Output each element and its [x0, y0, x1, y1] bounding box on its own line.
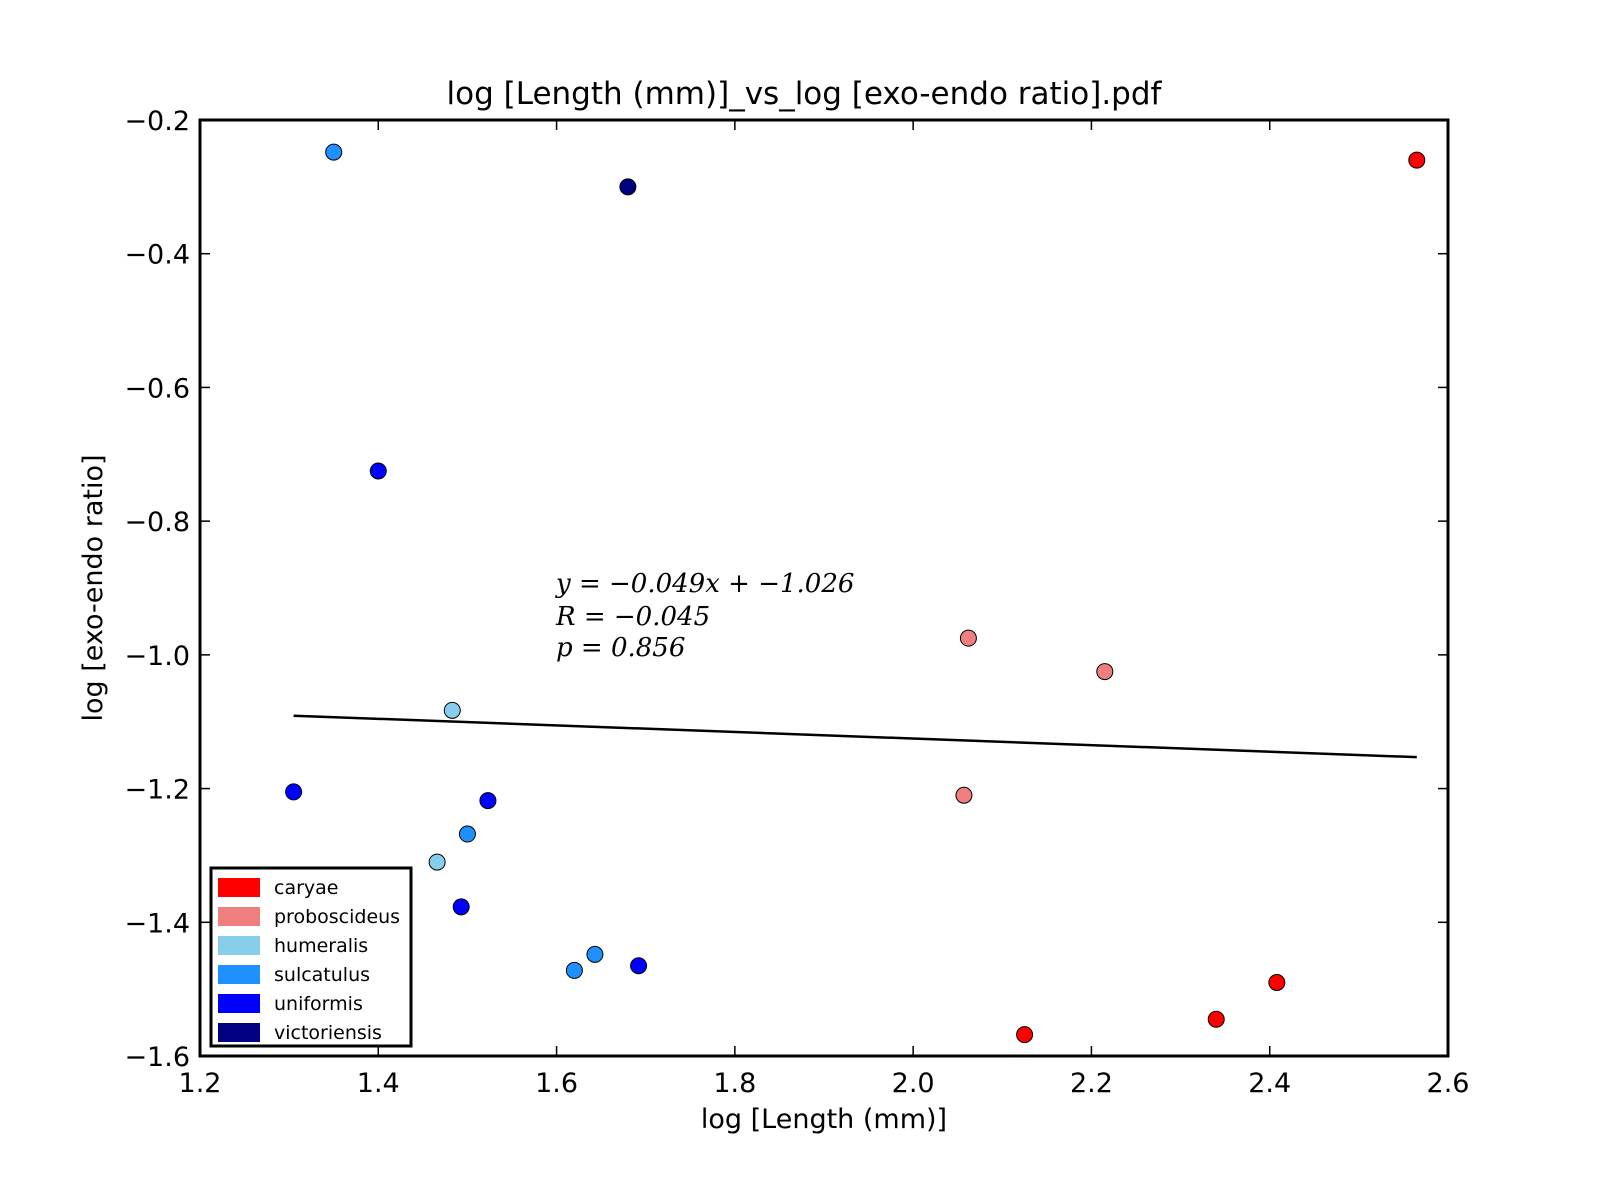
x-axis-label: log [Length (mm)]: [701, 1104, 947, 1135]
y-tick-label: −1.6: [124, 1042, 190, 1073]
x-tick-label: 2.4: [1248, 1068, 1291, 1099]
legend-swatch: [218, 907, 260, 926]
data-point: [955, 786, 973, 804]
data-point: [479, 792, 497, 810]
data-point: [1096, 663, 1114, 681]
legend-label: uniformis: [274, 993, 363, 1015]
legend-swatch: [218, 1023, 260, 1042]
legend: caryae proboscideus humeralis sulcatulus uni…: [209, 866, 413, 1048]
data-point: [369, 462, 387, 480]
y-tick-label: −0.6: [124, 373, 190, 404]
legend-swatch: [218, 994, 260, 1013]
legend-label: victoriensis: [274, 1022, 382, 1044]
y-tick-label: −0.4: [124, 240, 190, 271]
x-tick-label: 2.6: [1427, 1068, 1470, 1099]
y-tick-label: −1.4: [124, 908, 190, 939]
y-tick-label: −0.8: [124, 507, 190, 538]
y-tick-label: −1.2: [124, 775, 190, 806]
x-tick-label: 2.2: [1070, 1068, 1113, 1099]
data-point: [586, 945, 604, 963]
data-point: [565, 961, 583, 979]
regression-r-value: R = −0.045: [555, 602, 710, 632]
data-point: [1016, 1026, 1034, 1044]
chart-title: log [Length (mm)]_vs_log [exo-endo ratio…: [447, 76, 1163, 112]
x-tick-label: 2.0: [892, 1068, 935, 1099]
legend-box: [209, 866, 413, 1048]
data-point: [619, 178, 637, 196]
plot-frame: [198, 118, 1450, 1058]
y-tick-label: −0.2: [124, 106, 190, 137]
y-axis-label: log [exo-endo ratio]: [78, 454, 109, 721]
data-point: [1207, 1010, 1225, 1028]
y-axis: −0.2 −0.4 −0.6 −0.8 −1.0 −1.2 −1.4 −1.6: [124, 106, 1448, 1073]
legend-swatch: [218, 878, 260, 897]
regression-line: [293, 714, 1417, 759]
data-point: [1408, 151, 1426, 169]
legend-label: caryae: [274, 877, 338, 899]
legend-swatch: [218, 965, 260, 984]
data-point: [443, 701, 461, 719]
x-tick-label: 1.4: [357, 1068, 400, 1099]
data-point: [458, 825, 476, 843]
x-axis: 1.2 1.4 1.6 1.8 2.0 2.2 2.4 2.6: [179, 120, 1470, 1099]
regression-p-value: p = 0.856: [556, 633, 685, 663]
y-tick-label: −1.0: [124, 641, 190, 672]
x-tick-label: 1.6: [535, 1068, 578, 1099]
data-point: [1268, 973, 1286, 991]
data-point: [452, 898, 470, 916]
regression-layer: [293, 714, 1417, 759]
data-point: [630, 957, 648, 975]
data-point: [959, 629, 977, 647]
regression-equation: y = −0.049x + −1.026: [555, 569, 854, 599]
legend-label: sulcatulus: [274, 964, 370, 986]
legend-label: proboscideus: [274, 906, 400, 928]
data-point: [428, 853, 446, 871]
data-points: [285, 143, 1426, 1044]
data-point: [325, 143, 343, 161]
regression-annotation: y = −0.049x + −1.026 R = −0.045 p = 0.85…: [555, 569, 854, 663]
legend-swatch: [218, 936, 260, 955]
x-tick-label: 1.8: [713, 1068, 756, 1099]
legend-label: humeralis: [274, 935, 368, 957]
data-point: [285, 783, 303, 801]
x-tick-label: 1.2: [179, 1068, 222, 1099]
